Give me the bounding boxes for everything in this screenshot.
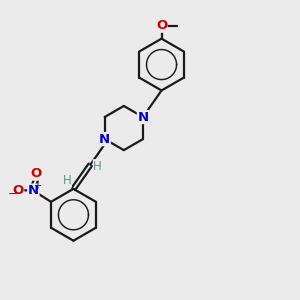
Text: O: O xyxy=(31,167,42,180)
Text: H: H xyxy=(93,160,102,173)
Text: N: N xyxy=(28,184,39,197)
Text: H: H xyxy=(63,174,71,187)
Text: N: N xyxy=(99,133,110,146)
Text: −: − xyxy=(8,188,18,201)
Text: O: O xyxy=(12,184,24,196)
Text: O: O xyxy=(156,19,167,32)
Text: +: + xyxy=(33,181,41,191)
Text: N: N xyxy=(137,110,148,124)
